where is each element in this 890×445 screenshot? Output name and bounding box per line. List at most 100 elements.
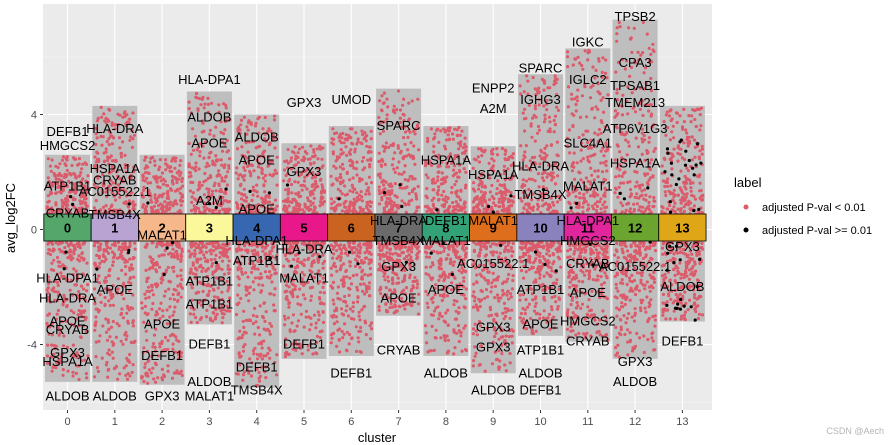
point <box>344 145 348 149</box>
point <box>99 105 103 109</box>
point <box>427 255 432 259</box>
point <box>347 342 351 346</box>
point <box>125 304 130 308</box>
point <box>228 157 232 161</box>
point <box>131 111 135 115</box>
point <box>80 256 84 260</box>
point <box>406 148 410 152</box>
point <box>500 146 504 151</box>
point <box>497 197 501 201</box>
point <box>330 183 334 187</box>
point <box>463 200 467 204</box>
point <box>93 322 97 326</box>
point <box>160 378 165 382</box>
point <box>377 151 381 155</box>
point <box>124 201 128 205</box>
point <box>443 320 448 324</box>
point <box>119 155 124 159</box>
point <box>112 159 116 163</box>
point <box>490 183 494 188</box>
point <box>361 168 365 172</box>
point <box>56 325 61 329</box>
point <box>119 152 123 156</box>
point <box>124 259 128 263</box>
point <box>122 366 126 370</box>
point <box>119 312 123 317</box>
point <box>49 355 54 359</box>
point <box>415 205 419 209</box>
point <box>71 374 75 378</box>
point <box>338 268 342 272</box>
point <box>406 135 410 139</box>
point <box>249 374 254 378</box>
point <box>346 253 350 257</box>
point <box>349 282 354 286</box>
point <box>345 275 349 279</box>
point <box>123 166 127 170</box>
point <box>100 188 104 193</box>
point <box>60 274 64 278</box>
point <box>338 258 343 262</box>
point <box>82 187 86 191</box>
point <box>460 208 464 212</box>
point <box>273 272 277 276</box>
point <box>482 195 486 199</box>
point <box>220 290 224 294</box>
point <box>303 297 307 301</box>
point <box>85 261 89 265</box>
point <box>446 323 450 327</box>
point <box>543 202 547 206</box>
point <box>172 156 176 160</box>
point <box>416 184 420 189</box>
point <box>458 198 463 202</box>
point <box>175 180 179 185</box>
point <box>309 207 313 212</box>
point <box>446 253 450 257</box>
point <box>444 195 448 199</box>
point <box>194 91 199 96</box>
point <box>216 158 220 162</box>
point <box>273 168 277 172</box>
point <box>392 201 396 205</box>
point <box>330 202 334 206</box>
point <box>480 204 485 208</box>
point <box>299 194 303 198</box>
point <box>100 356 104 360</box>
point <box>102 112 106 116</box>
point <box>378 172 382 176</box>
point <box>187 141 191 146</box>
point <box>330 141 334 145</box>
point <box>124 264 128 269</box>
point <box>64 319 69 323</box>
point <box>493 203 498 208</box>
point <box>166 194 170 198</box>
point <box>253 306 257 310</box>
point <box>385 97 389 101</box>
point <box>321 320 326 324</box>
point <box>302 325 306 329</box>
point <box>507 272 511 277</box>
point <box>161 309 165 313</box>
point <box>282 168 287 172</box>
point <box>348 159 352 163</box>
point <box>334 306 338 310</box>
point <box>251 321 255 326</box>
point <box>211 159 215 163</box>
point <box>195 260 199 264</box>
point <box>108 156 112 160</box>
point <box>181 184 185 188</box>
point <box>153 193 157 197</box>
point <box>195 96 199 100</box>
point <box>377 253 381 257</box>
point <box>207 155 211 159</box>
point <box>220 259 225 263</box>
point <box>163 335 168 340</box>
point <box>506 289 510 293</box>
point <box>133 247 137 251</box>
point <box>346 314 350 318</box>
point <box>436 175 440 179</box>
point <box>369 200 373 204</box>
point <box>66 256 70 260</box>
point <box>162 294 166 298</box>
point <box>442 189 446 194</box>
